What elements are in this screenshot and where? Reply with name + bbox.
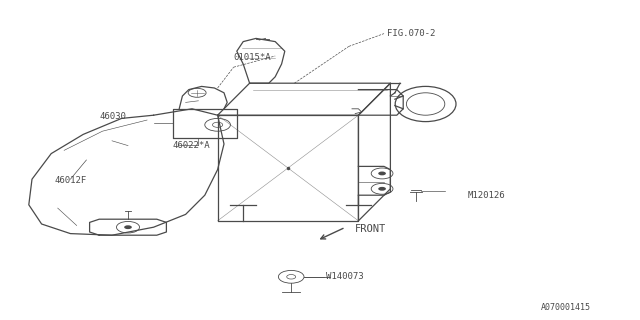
Circle shape <box>378 187 386 191</box>
Text: W140073: W140073 <box>326 272 364 281</box>
Circle shape <box>124 225 132 229</box>
Text: FIG.070-2: FIG.070-2 <box>387 29 436 38</box>
Circle shape <box>378 172 386 175</box>
Text: 46022*A: 46022*A <box>173 141 211 150</box>
Text: M120126: M120126 <box>467 191 505 200</box>
Text: A070001415: A070001415 <box>541 303 591 312</box>
Text: FRONT: FRONT <box>355 224 387 234</box>
Text: 46030: 46030 <box>99 112 126 121</box>
Text: 46012F: 46012F <box>54 176 86 185</box>
Text: 01015*A: 01015*A <box>234 53 271 62</box>
